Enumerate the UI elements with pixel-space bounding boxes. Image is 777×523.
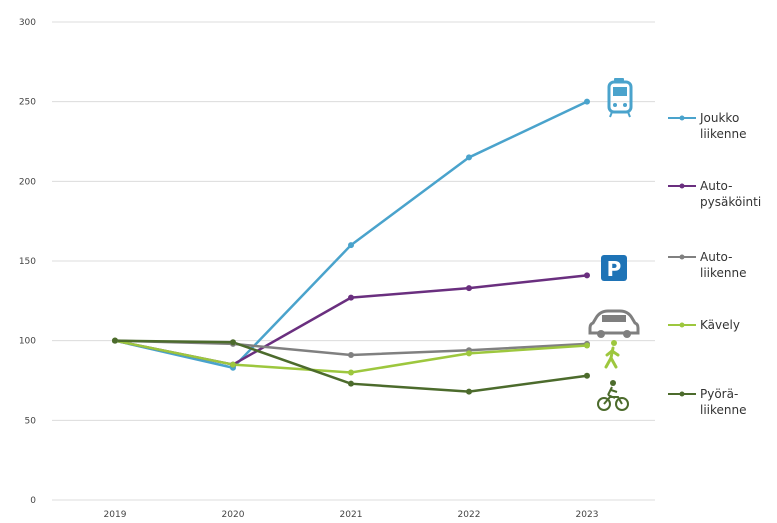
legend-item-joukkoliikenne: Joukko liikenne: [668, 111, 747, 141]
x-tick-label: 2019: [104, 510, 127, 520]
svg-text:P: P: [607, 257, 622, 281]
data-point: [466, 154, 472, 161]
y-axis: 0 50 100 150 200 250 300: [19, 18, 36, 506]
data-point: [348, 380, 354, 387]
data-point: [584, 272, 590, 279]
legend-label-pysakointi: pysäköinti: [700, 195, 761, 209]
data-point: [348, 294, 354, 301]
data-point: [348, 242, 354, 249]
walking-person-icon: [604, 340, 620, 369]
legend-label-auto: Auto-: [700, 179, 732, 193]
svg-text:Pyörä-liikenne: Pyörä-liikenne: [700, 387, 747, 417]
y-tick-label: 200: [19, 177, 36, 187]
parking-icon: P: [601, 255, 627, 281]
x-axis: 2019 2020 2021 2022 2023: [104, 510, 599, 520]
legend-label-joukko: Joukko: [699, 111, 739, 125]
data-point: [348, 352, 354, 359]
svg-text:Kävely: Kävely: [700, 318, 740, 332]
legend-label-kavely: Kävely: [700, 318, 740, 332]
legend-item-kavely: Kävely: [668, 318, 740, 332]
data-point: [584, 342, 590, 349]
data-point: [348, 369, 354, 376]
data-point: [230, 361, 236, 368]
x-tick-label: 2021: [340, 510, 363, 520]
legend-label-pyora: Pyörä-: [700, 387, 738, 401]
y-tick-label: 100: [19, 337, 36, 347]
x-tick-label: 2022: [458, 510, 481, 520]
y-tick-label: 50: [25, 416, 37, 426]
data-point: [230, 339, 236, 346]
legend-label-liikenne-3: liikenne: [700, 403, 747, 417]
svg-text:Auto-pysäköinti: Auto-pysäköinti: [700, 179, 761, 209]
x-tick-label: 2020: [222, 510, 245, 520]
data-point: [112, 337, 118, 344]
data-point: [466, 285, 472, 292]
grid-lines: [52, 21, 655, 501]
legend: Joukko liikenne Auto-pysäköinti Auto-liik…: [668, 111, 761, 417]
data-point: [466, 388, 472, 395]
legend-item-autopysakointi: Auto-pysäköinti: [668, 179, 761, 209]
series-points: [112, 98, 590, 395]
legend-label-liikenne-2: liikenne: [700, 266, 747, 280]
y-tick-label: 250: [19, 98, 36, 108]
bicycle-icon: [597, 380, 629, 411]
y-tick-label: 0: [30, 496, 36, 506]
x-tick-label: 2023: [576, 510, 599, 520]
legend-item-autoliikenne: Auto-liikenne: [668, 250, 747, 280]
legend-item-pyoraliikenne: Pyörä-liikenne: [668, 387, 747, 417]
bus-icon: [607, 78, 633, 118]
legend-label-liikenne: liikenne: [700, 127, 747, 141]
y-tick-label: 150: [19, 257, 36, 267]
data-point: [466, 350, 472, 357]
data-point: [584, 372, 590, 379]
svg-text:Auto-liikenne: Auto-liikenne: [700, 250, 747, 280]
y-tick-label: 300: [19, 18, 36, 28]
data-point: [584, 98, 590, 105]
car-icon: [588, 309, 640, 338]
series-line: [114, 100, 588, 370]
legend-label-auto-2: Auto-: [700, 250, 732, 264]
